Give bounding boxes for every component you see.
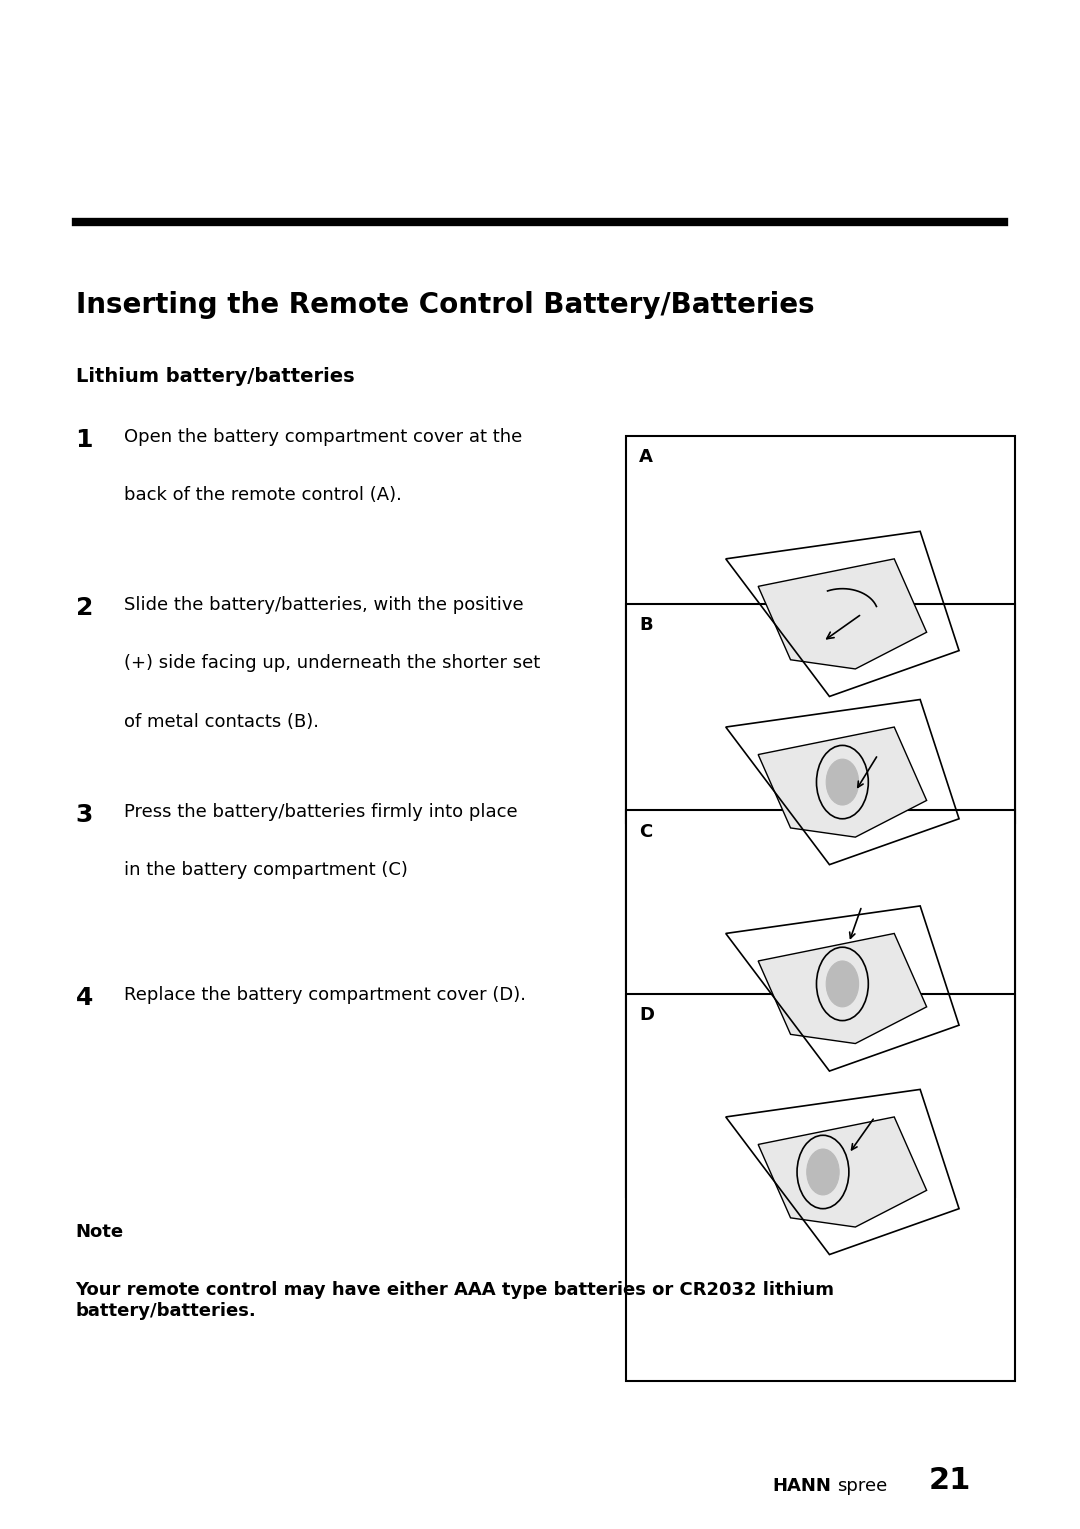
Text: 21: 21: [929, 1466, 971, 1495]
Polygon shape: [758, 1116, 927, 1226]
Text: spree: spree: [837, 1477, 888, 1495]
Text: back of the remote control (A).: back of the remote control (A).: [124, 486, 402, 505]
Polygon shape: [758, 728, 927, 838]
Text: (+) side facing up, underneath the shorter set: (+) side facing up, underneath the short…: [124, 654, 540, 673]
FancyBboxPatch shape: [626, 810, 1015, 1197]
Text: Slide the battery/batteries, with the positive: Slide the battery/batteries, with the po…: [124, 596, 524, 615]
Text: Press the battery/batteries firmly into place: Press the battery/batteries firmly into …: [124, 803, 517, 821]
FancyBboxPatch shape: [626, 436, 1015, 823]
Circle shape: [826, 760, 859, 806]
FancyBboxPatch shape: [626, 604, 1015, 991]
Text: D: D: [639, 1006, 654, 1024]
Text: Inserting the Remote Control Battery/Batteries: Inserting the Remote Control Battery/Bat…: [76, 291, 814, 318]
Polygon shape: [758, 558, 927, 670]
Text: B: B: [639, 616, 653, 635]
Text: Note: Note: [76, 1223, 124, 1242]
Text: 4: 4: [76, 986, 93, 1011]
Polygon shape: [758, 933, 927, 1044]
Text: Replace the battery compartment cover (D).: Replace the battery compartment cover (D…: [124, 986, 526, 1005]
FancyArrowPatch shape: [850, 908, 861, 939]
FancyArrowPatch shape: [858, 757, 877, 787]
Text: 2: 2: [76, 596, 93, 621]
FancyBboxPatch shape: [626, 994, 1015, 1381]
Text: HANN: HANN: [772, 1477, 832, 1495]
Text: Your remote control may have either AAA type batteries or CR2032 lithium
battery: Your remote control may have either AAA …: [76, 1281, 835, 1320]
FancyArrowPatch shape: [827, 616, 860, 639]
Text: 3: 3: [76, 803, 93, 827]
Circle shape: [807, 1150, 839, 1196]
Text: C: C: [639, 823, 652, 841]
Text: Lithium battery/batteries: Lithium battery/batteries: [76, 367, 354, 385]
Text: 1: 1: [76, 428, 93, 453]
FancyArrowPatch shape: [851, 1119, 874, 1150]
Text: of metal contacts (B).: of metal contacts (B).: [124, 713, 320, 731]
Text: in the battery compartment (C): in the battery compartment (C): [124, 861, 408, 879]
Text: Open the battery compartment cover at the: Open the battery compartment cover at th…: [124, 428, 523, 446]
Circle shape: [826, 962, 859, 1008]
Text: A: A: [639, 448, 653, 466]
